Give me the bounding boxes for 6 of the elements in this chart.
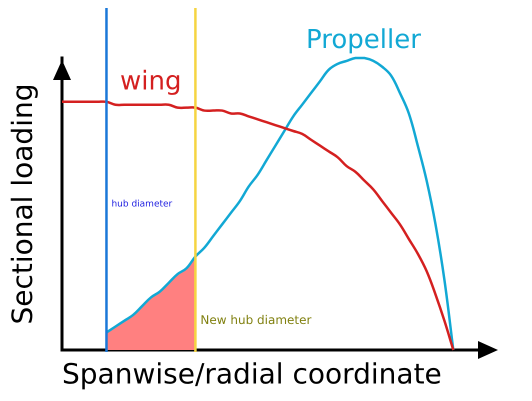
annotation: hub diameter bbox=[111, 199, 173, 210]
series-label: Propeller bbox=[306, 24, 422, 55]
series-label: wing bbox=[120, 66, 182, 97]
x-axis-title: Spanwise/radial coordinate bbox=[62, 357, 442, 390]
annotation: New hub diameter bbox=[200, 312, 312, 327]
y-axis-title: Sectional loading bbox=[6, 83, 40, 325]
